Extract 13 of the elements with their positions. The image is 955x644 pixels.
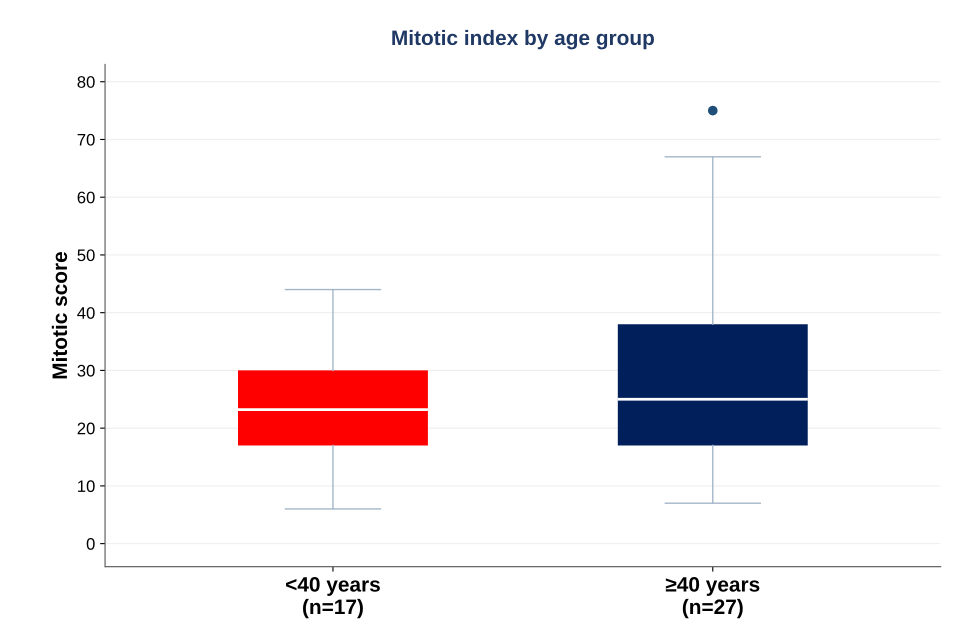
y-axis-title: Mitotic score: [52, 252, 68, 378]
y-tick-label: 50: [77, 249, 95, 262]
y-tick-label: 0: [86, 538, 95, 550]
y-tick-label: 60: [78, 192, 95, 204]
y-tick-label: 40: [77, 307, 95, 319]
y-tick-label: 70: [78, 134, 95, 146]
chart-title: Mitotic index by age group: [392, 30, 654, 50]
y-tick-label: 80: [78, 76, 95, 88]
y-tick-label: 30: [77, 364, 95, 377]
x-tick-label: <40 years (n=17): [286, 576, 380, 618]
y-tick-label: 20: [78, 422, 95, 434]
y-tick-label: 10: [78, 480, 95, 492]
x-tick-label: ≥40 years (n=27): [666, 576, 760, 618]
